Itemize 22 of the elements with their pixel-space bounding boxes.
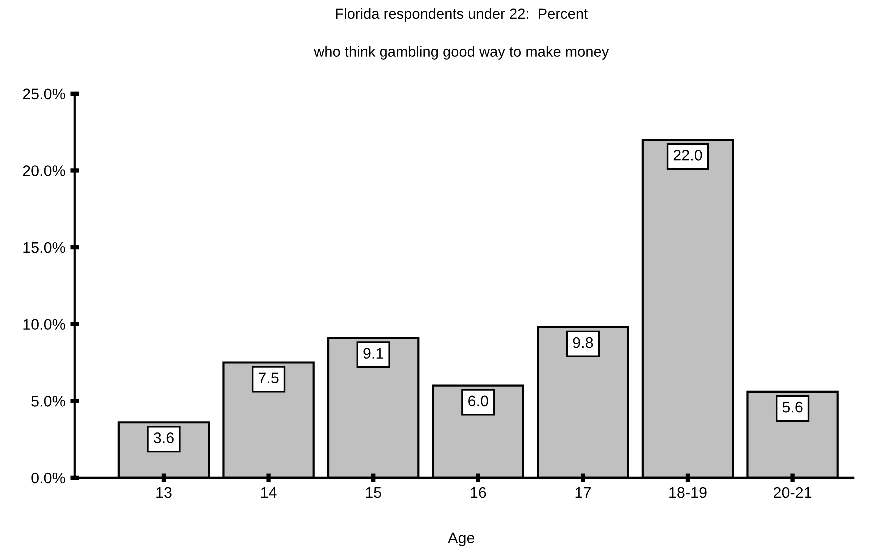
x-tick-label: 17 — [576, 488, 591, 498]
data-label: 7.5 — [258, 372, 279, 384]
data-label: 9.1 — [364, 348, 384, 359]
y-tick-label: 10.0% — [24, 319, 66, 330]
y-tick-label: 5.0% — [32, 396, 66, 407]
y-tick-label: 25.0% — [23, 88, 66, 100]
y-tick-label: 0.0% — [32, 472, 66, 484]
x-tick-label: 20-21 — [774, 487, 812, 498]
data-label: 5.6 — [782, 402, 803, 413]
x-tick-label: 18-19 — [670, 487, 707, 498]
y-tick-label: 20.0% — [23, 166, 66, 176]
data-label: 9.8 — [573, 337, 594, 348]
x-tick-label: 13 — [156, 487, 172, 498]
chart-title: Florida respondents under 22: Percent who think gambling good way to make money — [314, 8, 610, 60]
x-tick-label: 14 — [261, 488, 277, 498]
data-label: 6.0 — [468, 396, 488, 407]
data-label: 3.6 — [154, 432, 174, 444]
x-axis-title: Age — [448, 532, 475, 547]
data-label: 22.0 — [674, 150, 702, 161]
y-tick-label: 15.0% — [24, 242, 66, 254]
x-tick-label: 15 — [366, 488, 382, 498]
x-tick-label: 16 — [471, 487, 486, 498]
